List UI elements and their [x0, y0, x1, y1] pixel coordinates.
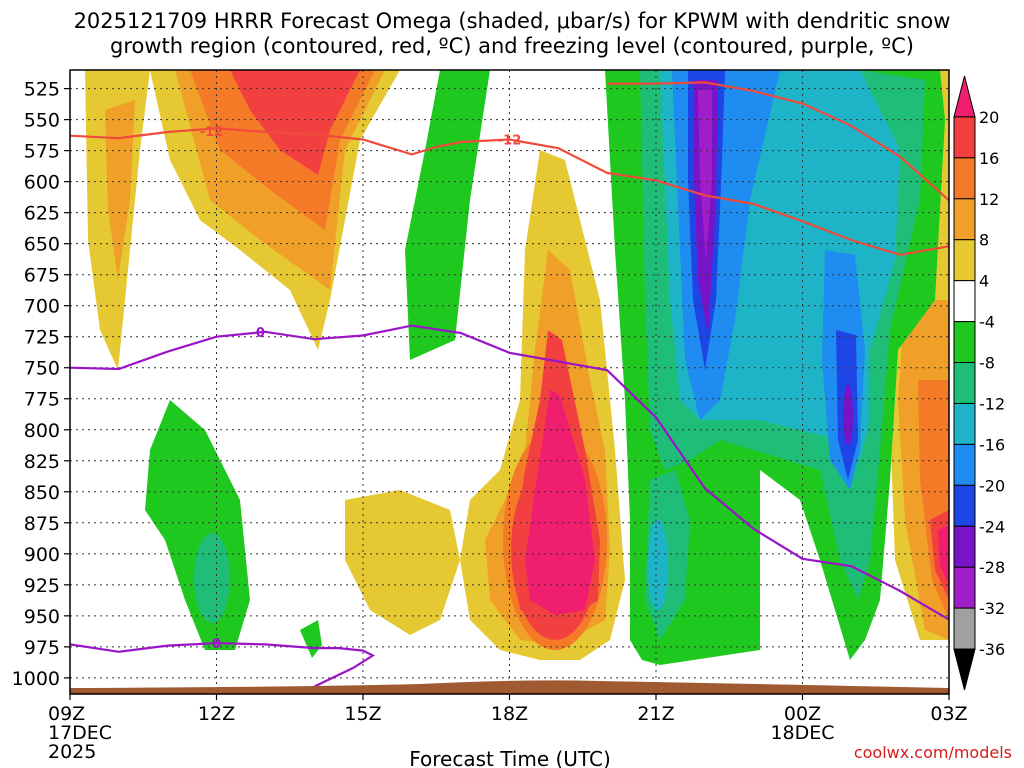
- colorbar-swatch: [953, 198, 976, 241]
- colorbar-swatch: [953, 484, 976, 527]
- colorbar-label: -24: [979, 517, 1005, 536]
- contour-lines: -12 -12 0 0: [70, 81, 949, 688]
- y-tick-label: 900: [24, 544, 60, 566]
- omega-sink-area: [938, 525, 949, 585]
- colorbar-label: 4: [979, 272, 989, 291]
- colorbar-swatch: [953, 443, 976, 486]
- contour-label: -12: [498, 133, 522, 148]
- omega-lift-area: [300, 620, 322, 658]
- chart-title-line-1: 2025121709 HRRR Forecast Omega (shaded, …: [73, 9, 951, 33]
- omega-lift-area: [145, 400, 250, 650]
- colorbar-label: -36: [979, 640, 1005, 659]
- x-tick-label: 12Z: [198, 703, 235, 725]
- colorbar-swatch: [953, 525, 976, 568]
- y-tick-label: 675: [24, 265, 60, 287]
- omega-sink-area: [105, 100, 135, 280]
- chart-title-line-2: growth region (contoured, red, ºC) and f…: [110, 34, 914, 58]
- omega-lift-area: [648, 520, 668, 610]
- y-tick-label: 775: [24, 389, 60, 411]
- colorbar-swatch: [953, 280, 976, 323]
- x-tick-label: 15Z: [344, 703, 381, 725]
- colorbar: 20 16 12 8 4 -4 -8 -12 -16 -20 -24 -28 -32 -36: [953, 75, 1005, 691]
- y-tick-label: 875: [24, 513, 60, 535]
- y-tick-label: 650: [24, 234, 60, 256]
- y-tick-label: 850: [24, 482, 60, 504]
- omega-lift-area: [843, 385, 853, 445]
- colorbar-label: 20: [979, 108, 999, 127]
- colorbar-swatch: [953, 239, 976, 282]
- colorbar-swatch: [953, 75, 976, 118]
- contour-label: 0: [256, 326, 265, 341]
- y-tick-label: 800: [24, 420, 60, 442]
- colorbar-label: 8: [979, 231, 989, 250]
- colorbar-swatch: [953, 566, 976, 609]
- colorbar-label: -4: [979, 313, 995, 332]
- y-tick-label: 625: [24, 203, 60, 225]
- x-axis-label: Forecast Time (UTC): [409, 747, 611, 768]
- colorbar-label: -8: [979, 354, 995, 373]
- colorbar-swatch: [953, 362, 976, 404]
- omega-lift-area: [698, 90, 712, 260]
- terrain-fill: [70, 680, 949, 694]
- colorbar-swatch: [953, 402, 976, 445]
- y-tick-label: 700: [24, 296, 60, 318]
- colorbar-swatch: [953, 157, 976, 200]
- y-tick-label: 925: [24, 575, 60, 597]
- dendritic-growth-contour: [607, 81, 949, 202]
- freezing-level-contour: [70, 324, 949, 621]
- x-tick-label: 00Z: [784, 703, 821, 725]
- colorbar-label: -12: [979, 394, 1005, 413]
- x-tick-sublabel: 18DEC: [770, 722, 834, 744]
- y-tick-label: 975: [24, 637, 60, 659]
- y-tick-label: 575: [24, 141, 60, 163]
- colorbar-swatch: [953, 607, 976, 650]
- colorbar-label: 16: [979, 149, 999, 168]
- y-tick-label: 825: [24, 451, 60, 473]
- colorbar-label: -28: [979, 558, 1005, 577]
- y-tick-label: 525: [24, 79, 60, 101]
- axes: 525 550 575 600 625 650 675 700 725 750 775 800 825 8…: [12, 79, 968, 763]
- colorbar-label: 12: [979, 190, 999, 209]
- omega-sink-area: [345, 490, 460, 635]
- omega-sink-area: [230, 70, 360, 175]
- y-tick-label: 725: [24, 327, 60, 349]
- colorbar-swatch: [953, 321, 976, 364]
- contour-label: -12: [200, 125, 224, 140]
- y-tick-label: 600: [24, 172, 60, 194]
- x-tick-label: 09Z: [48, 703, 85, 725]
- x-tick-sublabel: 2025: [48, 741, 96, 763]
- omega-lift-area: [194, 533, 230, 623]
- x-tick-label: 03Z: [930, 703, 967, 725]
- x-tick-label: 18Z: [491, 703, 528, 725]
- x-tick-label: 21Z: [637, 703, 674, 725]
- colorbar-label: -16: [979, 435, 1005, 454]
- colorbar-label: -20: [979, 476, 1005, 495]
- y-tick-label: 550: [24, 110, 60, 132]
- colorbar-swatch: [953, 648, 976, 691]
- y-tick-label: 1000: [12, 668, 60, 690]
- contour-label: 0: [212, 637, 221, 652]
- colorbar-swatch: [953, 116, 976, 159]
- y-tick-label: 750: [24, 358, 60, 380]
- omega-lift-area: [405, 70, 490, 360]
- omega-sink-area: [525, 390, 595, 615]
- x-tick-sublabel: 17DEC: [48, 722, 112, 744]
- grid: [70, 70, 949, 694]
- terrain: [70, 680, 949, 694]
- credit-text: coolwx.com/models: [853, 743, 1012, 762]
- colorbar-label: -32: [979, 599, 1005, 618]
- y-tick-label: 950: [24, 606, 60, 628]
- freezing-level-contour: [70, 641, 376, 688]
- dendritic-growth-contour: [70, 127, 949, 256]
